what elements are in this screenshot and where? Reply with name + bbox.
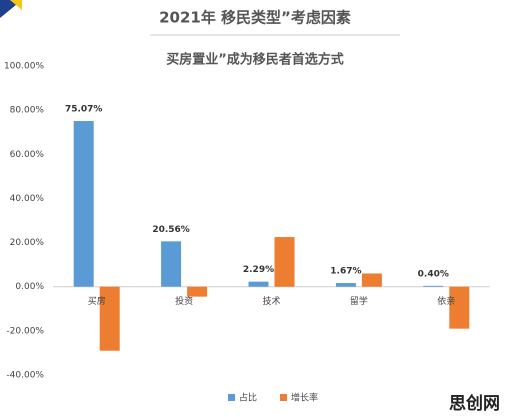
- watermark: 思创网: [449, 393, 500, 414]
- x-tick-label: 买房: [88, 295, 106, 307]
- y-tick-label: 80.00%: [10, 106, 45, 116]
- bar: [73, 121, 94, 287]
- bar: [187, 286, 208, 297]
- bar: [361, 273, 382, 287]
- x-tick-label: 依亲: [437, 295, 455, 307]
- legend-swatch: [280, 394, 288, 401]
- y-tick-label: 20.00%: [10, 238, 45, 248]
- chart-title: 2021年 移民类型”考虑因素: [159, 9, 351, 27]
- y-tick-label: -20.00%: [6, 326, 44, 336]
- legend-swatch: [228, 394, 235, 401]
- bar: [449, 286, 470, 329]
- bar: [99, 286, 120, 351]
- value-label: 20.56%: [152, 225, 190, 235]
- corner-icon: [10, 0, 22, 10]
- bar: [161, 241, 182, 287]
- bar: [423, 285, 444, 287]
- y-tick-label: 100.00%: [4, 62, 44, 72]
- legend-label: 增长率: [291, 392, 318, 404]
- x-tick-label: 投资: [175, 295, 193, 307]
- y-tick-label: 60.00%: [10, 150, 45, 160]
- value-label: 2.29%: [243, 265, 274, 275]
- y-tick-label: 40.00%: [10, 194, 45, 204]
- x-tick-label: 留学: [350, 295, 368, 307]
- legend-label: 占比: [239, 392, 257, 404]
- x-tick-label: 技术: [262, 295, 280, 307]
- bar: [248, 281, 269, 287]
- bar: [335, 283, 356, 287]
- value-label: 0.40%: [418, 269, 449, 279]
- chart-subtitle: 买房置业”成为移民者首选方式: [166, 52, 344, 68]
- value-label: 1.67%: [330, 267, 361, 277]
- y-tick-label: -40.00%: [6, 371, 44, 381]
- value-label: 75.07%: [65, 105, 103, 115]
- bar: [274, 237, 295, 287]
- y-tick-label: 0.00%: [15, 282, 44, 292]
